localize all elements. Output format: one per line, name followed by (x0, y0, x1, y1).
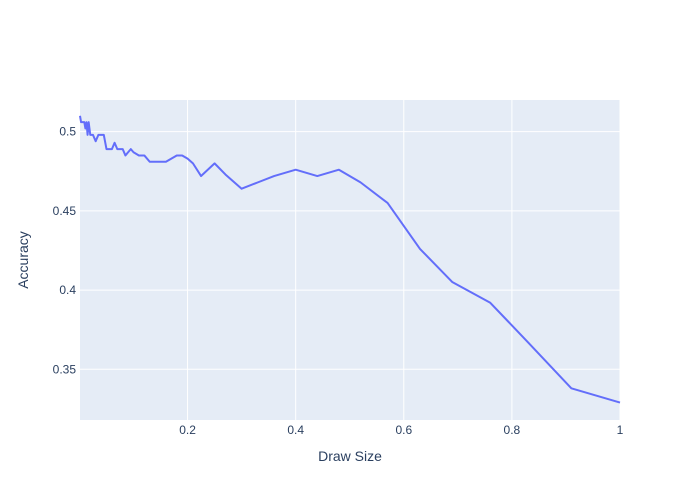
x-axis-title: Draw Size (318, 448, 382, 464)
x-tick-label: 0.8 (504, 423, 521, 437)
x-tick-label: 1 (617, 423, 624, 437)
y-axis-ticks: 0.35 0.4 0.45 0.5 (53, 125, 77, 377)
y-axis-title: Accuracy (15, 231, 31, 289)
x-tick-label: 0.6 (395, 423, 412, 437)
y-tick-label: 0.5 (59, 125, 76, 139)
x-gridlines (187, 100, 621, 420)
x-tick-label: 0.4 (287, 423, 304, 437)
series-layer (79, 115, 621, 404)
y-tick-label: 0.45 (53, 204, 77, 218)
plot-area (80, 100, 620, 420)
x-tick-label: 0.2 (179, 423, 196, 437)
y-tick-label: 0.35 (53, 362, 77, 376)
y-gridlines (80, 131, 620, 370)
y-tick-label: 0.4 (59, 283, 76, 297)
accuracy-series-line (79, 115, 621, 404)
x-axis-ticks: 0.2 0.4 0.6 0.8 1 (179, 423, 623, 437)
